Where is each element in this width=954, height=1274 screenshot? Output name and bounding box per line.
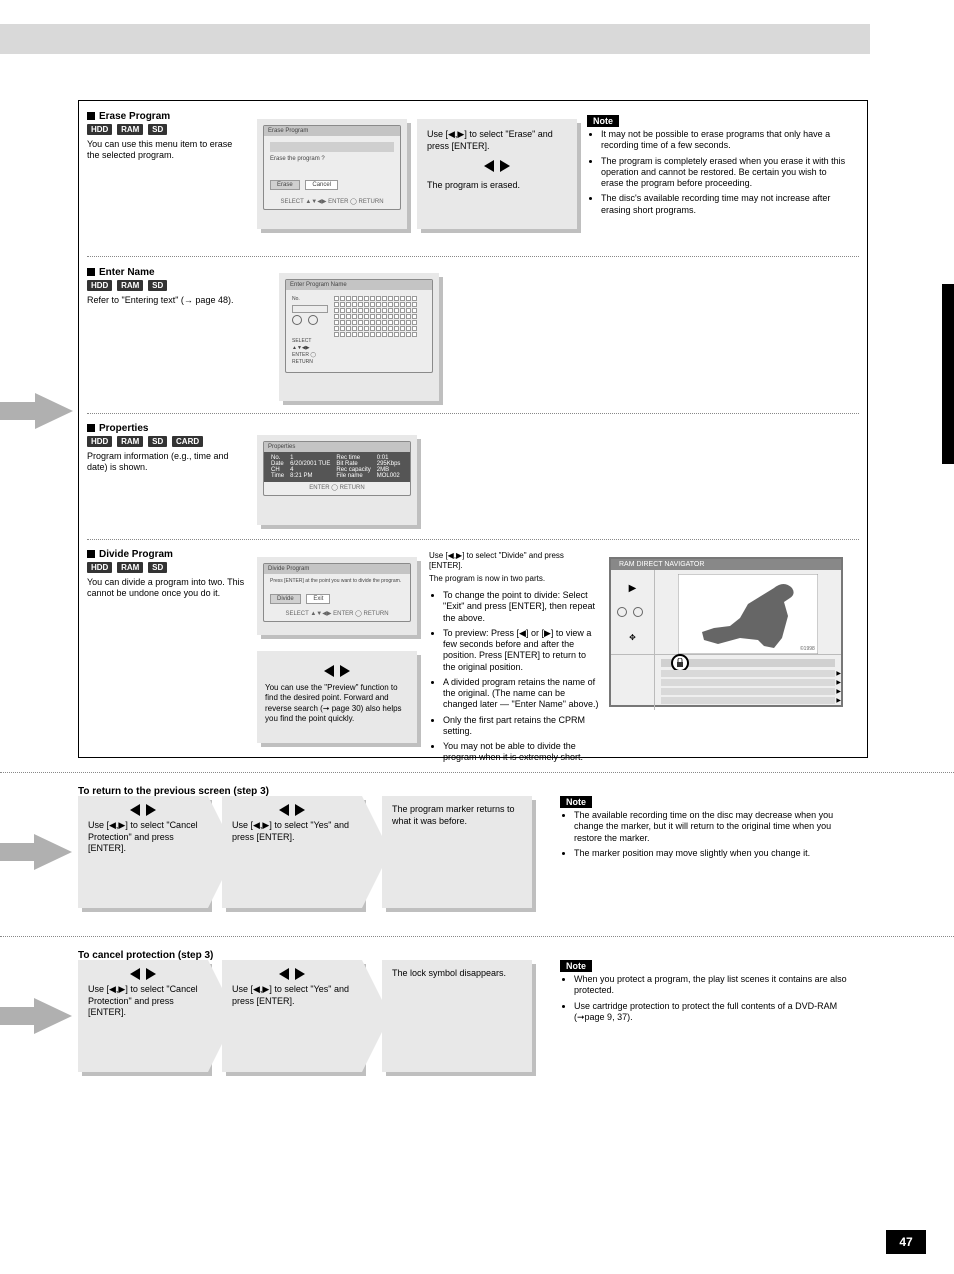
s2-desc: Refer to "Entering text" (→ page 48).	[87, 295, 247, 306]
badge-ram: RAM	[117, 124, 143, 135]
s1-dialog-strip	[270, 142, 394, 152]
s3-desc: Program information (e.g., time and date…	[87, 451, 247, 474]
right-arrow-icon	[500, 160, 510, 172]
s4-dialog-panel: Divide Program Press [ENTER] at the poin…	[257, 557, 417, 635]
note-badge: Note	[587, 115, 619, 127]
badge-hdd: HDD	[87, 124, 112, 135]
s3-dialog-panel: Properties No.1Rec time0:01 Date6/20/200…	[257, 435, 417, 525]
s4-preview-panel: You can use the "Preview" function to fi…	[257, 651, 417, 743]
s1-note-3: The disc's available recording time may …	[601, 193, 847, 216]
s1-right-pre: Use [◀,▶] to select "Erase" and press [E…	[427, 129, 567, 152]
s1-note-2: The program is completely erased when yo…	[601, 156, 847, 190]
erase-button[interactable]: Erase	[270, 180, 300, 190]
s4-preview-text: You can use the "Preview" function to fi…	[265, 683, 409, 725]
s1-dialog-header: Erase Program	[264, 126, 400, 136]
f1-step2: Use [◀,▶] to select "Yes" and press [ENT…	[222, 796, 362, 908]
side-tab	[942, 284, 954, 464]
s1-instruction-panel: Use [◀,▶] to select "Erase" and press [E…	[417, 119, 577, 229]
s2-title: Enter Name	[87, 267, 859, 278]
s2-dialog-panel: Enter Program Name No. SELECT ▲▼◀▶ ENTER…	[279, 273, 439, 401]
f1-step1: Use [◀,▶] to select "Cancel Protection" …	[78, 796, 208, 908]
s4-dialog-header: Divide Program	[264, 564, 410, 574]
s1-note: Note It may not be possible to erase pro…	[587, 115, 847, 220]
svg-text:©1998: ©1998	[800, 645, 815, 652]
flow-arrow-icon	[34, 834, 72, 870]
s1-dialog-line: Erase the program ?	[270, 156, 394, 162]
s3-dialog-header: Properties	[264, 442, 410, 452]
cancel-button[interactable]: Cancel	[305, 180, 338, 190]
f1-step3: The program marker returns to what it wa…	[382, 796, 532, 908]
divide-button[interactable]: Divide	[270, 594, 301, 604]
right-arrow-icon	[340, 665, 350, 677]
left-arrow-icon	[484, 160, 494, 172]
badge-sd: SD	[148, 124, 167, 135]
s2-dialog-header: Enter Program Name	[286, 280, 432, 290]
s4-desc: You can divide a program into two. This …	[87, 577, 247, 600]
s1-right-post: The program is erased.	[427, 180, 567, 192]
s4-right-text: Use [◀,▶] to select "Divide" and press […	[429, 551, 599, 768]
char-grid[interactable]	[334, 296, 417, 337]
f2-step2: Use [◀,▶] to select "Yes" and press [ENT…	[222, 960, 362, 1072]
s1-desc: You can use this menu item to erase the …	[87, 139, 247, 162]
f1-note: Note The available recording time on the…	[560, 796, 860, 863]
f2-step1: Use [◀,▶] to select "Cancel Protection" …	[78, 960, 208, 1072]
s2-badges: HDD RAM SD	[87, 280, 859, 291]
play-icon: ▶	[629, 583, 637, 594]
flow-arrow-icon	[35, 393, 73, 429]
main-box: Erase Program HDD RAM SD You can use thi…	[78, 100, 868, 758]
s1-dialog-panel: Erase Program Erase the program ? Erase …	[257, 119, 407, 229]
s3-title: Properties	[87, 423, 859, 434]
dino-preview: ©1998	[678, 574, 818, 654]
s3-foot: ENTER ◯ RETURN	[264, 482, 410, 495]
s4-preview-note: Press [ENTER] at the point you want to d…	[270, 578, 404, 584]
flow-arrow-icon	[34, 998, 72, 1034]
s3-badges: HDD RAM SD CARD	[87, 436, 859, 447]
dpad-icon: ✥	[629, 633, 636, 642]
f2-note: Note When you protect a program, the pla…	[560, 960, 860, 1027]
s1-note-1: It may not be possible to erase programs…	[601, 129, 847, 152]
header-bar	[0, 24, 870, 54]
s4-navigator: RAM DIRECT NAVIGATOR ▶ ✥ ©1998	[609, 557, 843, 707]
s4-nav-header: RAM DIRECT NAVIGATOR	[611, 559, 841, 570]
page-number: 47	[886, 1230, 926, 1254]
s1-foot: SELECT ▲▼◀▶ ENTER ◯ RETURN	[264, 196, 400, 209]
exit-button[interactable]: Exit	[306, 594, 330, 604]
f2-step3: The lock symbol disappears.	[382, 960, 532, 1072]
s4-foot: SELECT ▲▼◀▶ ENTER ◯ RETURN	[264, 608, 410, 621]
left-arrow-icon	[324, 665, 334, 677]
